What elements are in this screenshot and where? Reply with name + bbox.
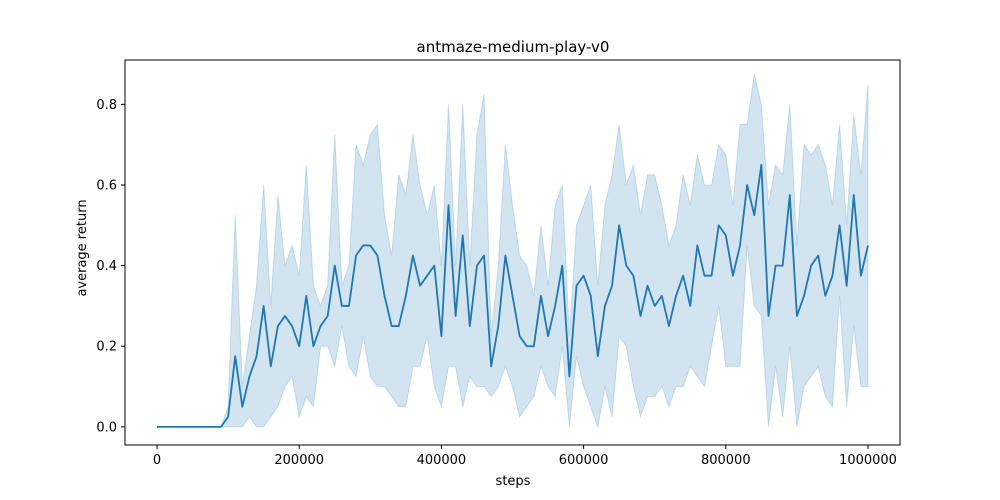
chart-title: antmaze-medium-play-v0 — [417, 38, 610, 56]
y-tick-label: 0.4 — [96, 259, 117, 274]
x-tick-label: 0 — [153, 453, 161, 468]
x-tick-label: 200000 — [274, 453, 324, 468]
band-layer — [157, 73, 869, 429]
plot-frame — [124, 59, 901, 446]
x-tick-label: 800000 — [701, 453, 751, 468]
y-tick-label: 0.2 — [96, 340, 117, 355]
y-axis-label: average return — [75, 199, 90, 296]
y-axis: 0.0 0.2 0.4 0.6 0.8 — [96, 98, 125, 435]
confidence-band — [157, 73, 869, 429]
x-axis: 0 200000 400000 600000 800000 1000000 — [153, 445, 897, 468]
y-tick-label: 0.8 — [96, 98, 117, 113]
x-axis-label: steps — [496, 474, 531, 489]
line-layer — [157, 163, 869, 428]
x-tick-label: 1000000 — [839, 453, 897, 468]
y-tick-label: 0.0 — [96, 420, 117, 435]
series-line — [157, 163, 869, 428]
y-tick-label: 0.6 — [96, 178, 117, 193]
x-tick-label: 400000 — [417, 453, 467, 468]
x-tick-label: 600000 — [559, 453, 609, 468]
